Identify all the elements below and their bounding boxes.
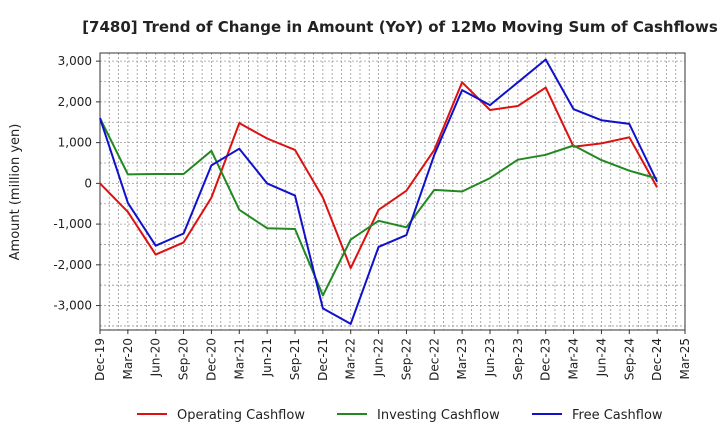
- grid: [99, 53, 686, 330]
- x-tick-label: Sep-23: [511, 338, 525, 380]
- legend-label: Operating Cashflow: [177, 408, 305, 423]
- x-tick-label: Sep-24: [622, 338, 636, 380]
- x-tick-label: Sep-22: [399, 338, 413, 380]
- x-tick-label: Dec-24: [650, 338, 664, 381]
- y-axis-label: Amount (million yen): [8, 124, 23, 261]
- x-tick-label: Jun-22: [372, 338, 386, 377]
- x-tick-label: Mar-21: [232, 338, 246, 379]
- x-tick-label: Sep-20: [177, 338, 191, 380]
- x-tick-label: Dec-20: [204, 338, 218, 381]
- series-line-free-cashflow: [99, 58, 659, 325]
- x-ticks: Dec-19 Mar-20 Jun-20 Sep-20 Dec-20 Mar-21 Jun-…: [93, 330, 692, 381]
- y-ticks: -3,000 -2,000 -1,000 0 1,000 2,000 3,000: [53, 54, 100, 313]
- y-tick-label: 2,000: [58, 95, 92, 109]
- x-tick-label: Mar-24: [567, 338, 581, 379]
- x-tick-label: Dec-21: [316, 338, 330, 381]
- y-tick-label: -1,000: [53, 217, 92, 231]
- y-tick-label: 0: [84, 176, 92, 190]
- x-tick-label: Mar-23: [455, 338, 469, 379]
- y-tick-label: 1,000: [58, 136, 92, 150]
- legend-label: Free Cashflow: [572, 408, 663, 423]
- y-tick-label: -3,000: [53, 299, 92, 313]
- legend: Operating Cashflow Investing Cashflow Free…: [137, 408, 663, 423]
- x-tick-label: Mar-22: [344, 338, 358, 379]
- y-tick-label: -2,000: [53, 258, 92, 272]
- x-tick-label: Mar-25: [678, 338, 692, 379]
- x-tick-label: Sep-21: [288, 338, 302, 380]
- y-tick-label: 3,000: [58, 54, 92, 68]
- x-tick-label: Jun-21: [260, 338, 274, 377]
- x-tick-label: Jun-20: [149, 338, 163, 377]
- legend-label: Investing Cashflow: [377, 408, 500, 423]
- x-tick-label: Jun-23: [483, 338, 497, 377]
- x-tick-label: Dec-19: [93, 338, 107, 381]
- series-group: [99, 58, 659, 325]
- chart-title: [7480] Trend of Change in Amount (YoY) o…: [82, 18, 718, 36]
- x-tick-label: Dec-22: [427, 338, 441, 381]
- x-tick-label: Jun-24: [594, 338, 608, 377]
- series-line-investing-cashflow: [99, 117, 658, 297]
- plot-frame: [99, 52, 686, 331]
- x-tick-label: Dec-23: [539, 338, 553, 381]
- series-line-operating-cashflow: [99, 81, 658, 270]
- x-tick-label: Mar-20: [121, 338, 135, 379]
